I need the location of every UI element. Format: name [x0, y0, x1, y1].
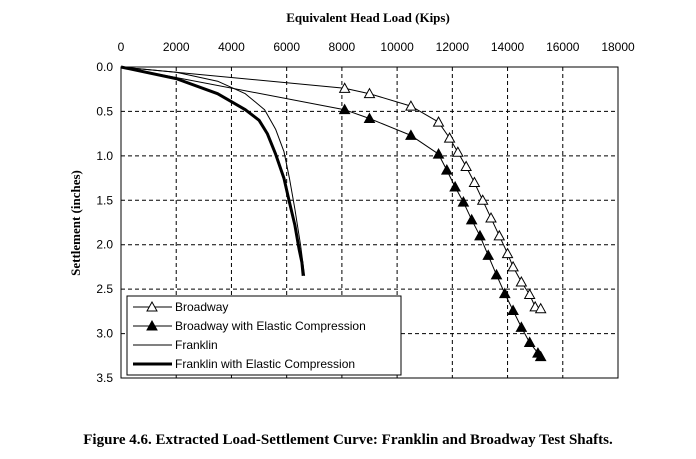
y-tick-label: 2.0 — [96, 238, 113, 252]
data-point-marker — [482, 249, 495, 260]
legend: Broadway Broadway with Elastic Compressio… — [126, 295, 402, 376]
data-point-marker — [405, 129, 417, 140]
data-point-marker — [363, 87, 376, 99]
data-point-marker — [452, 146, 464, 157]
x-tick-label: 12000 — [436, 40, 470, 54]
data-point-marker — [501, 247, 514, 259]
grid — [121, 67, 618, 378]
series-group — [120, 65, 547, 362]
x-tick-labels: 0 2000 4000 6000 8000 10000 12000 14000 16000 180… — [118, 40, 635, 54]
figure-caption: Figure 4.6. Extracted Load-Settlement Cu… — [83, 432, 613, 448]
x-tick-label: 18000 — [601, 40, 635, 54]
data-point-marker — [465, 213, 478, 225]
data-point-marker — [523, 288, 536, 299]
data-point-marker — [443, 132, 456, 143]
data-point-marker — [523, 336, 536, 347]
series-1 — [120, 66, 547, 314]
plot-area-border — [120, 66, 619, 379]
legend-label: Broadway with Elastic Compression — [175, 319, 366, 333]
x-tick-label: 8000 — [329, 40, 356, 54]
data-point-marker — [474, 229, 486, 241]
data-point-marker — [363, 112, 376, 124]
data-point-marker — [490, 268, 503, 280]
series-line — [120, 66, 306, 276]
series-2 — [120, 66, 547, 362]
y-axis-title: Settlement (inches) — [68, 170, 83, 276]
x-axis-title: Equivalent Head Load (Kips) — [286, 10, 450, 25]
y-tick-label: 1.5 — [96, 193, 113, 207]
y-tick-label: 0.0 — [96, 60, 113, 74]
legend-swatch-marker — [146, 319, 158, 331]
data-point-marker — [468, 176, 481, 188]
data-point-marker — [440, 164, 453, 175]
legend-label: Broadway — [175, 300, 228, 314]
x-tick-label: 2000 — [163, 40, 190, 54]
x-tick-label: 14000 — [491, 40, 525, 54]
series-4 — [120, 65, 305, 276]
legend-label: Franklin — [175, 338, 218, 352]
data-point-marker — [457, 196, 470, 207]
data-point-marker — [507, 304, 519, 315]
data-point-marker — [515, 276, 528, 287]
data-point-marker — [515, 321, 528, 332]
data-point-marker — [460, 160, 472, 172]
data-point-marker — [405, 100, 417, 111]
x-tick-label: 10000 — [380, 40, 414, 54]
y-tick-label: 1.0 — [96, 149, 113, 163]
series-line — [120, 66, 541, 310]
data-point-marker — [507, 260, 519, 272]
data-point-marker — [338, 103, 351, 115]
x-tick-label: 4000 — [218, 40, 245, 54]
legend-label: Franklin with Elastic Compression — [175, 357, 355, 371]
data-point-marker — [449, 180, 461, 192]
x-tick-label: 6000 — [273, 40, 300, 54]
x-tick-label: 16000 — [546, 40, 580, 54]
data-point-marker — [338, 82, 351, 93]
series-line — [120, 65, 305, 276]
data-point-marker — [432, 148, 445, 159]
legend-box — [126, 295, 402, 376]
y-tick-label: 2.5 — [96, 282, 113, 296]
data-point-marker — [476, 194, 489, 205]
data-point-marker — [485, 212, 497, 223]
series-3 — [120, 66, 306, 276]
data-point-marker — [493, 229, 506, 241]
y-tick-label: 3.0 — [96, 327, 113, 341]
data-point-marker — [432, 116, 445, 127]
y-tick-labels: 0.0 0.5 1.0 1.5 2.0 2.5 3.0 3.5 — [96, 60, 113, 385]
y-tick-label: 3.5 — [96, 371, 113, 385]
legend-swatch-marker — [146, 300, 158, 312]
data-point-marker — [498, 287, 511, 299]
chart: Equivalent Head Load (Kips) Settlement (… — [68, 10, 635, 385]
data-point-marker — [534, 302, 547, 314]
x-tick-label: 0 — [118, 40, 125, 54]
data-point-marker — [534, 350, 547, 362]
y-tick-label: 0.5 — [96, 104, 113, 118]
